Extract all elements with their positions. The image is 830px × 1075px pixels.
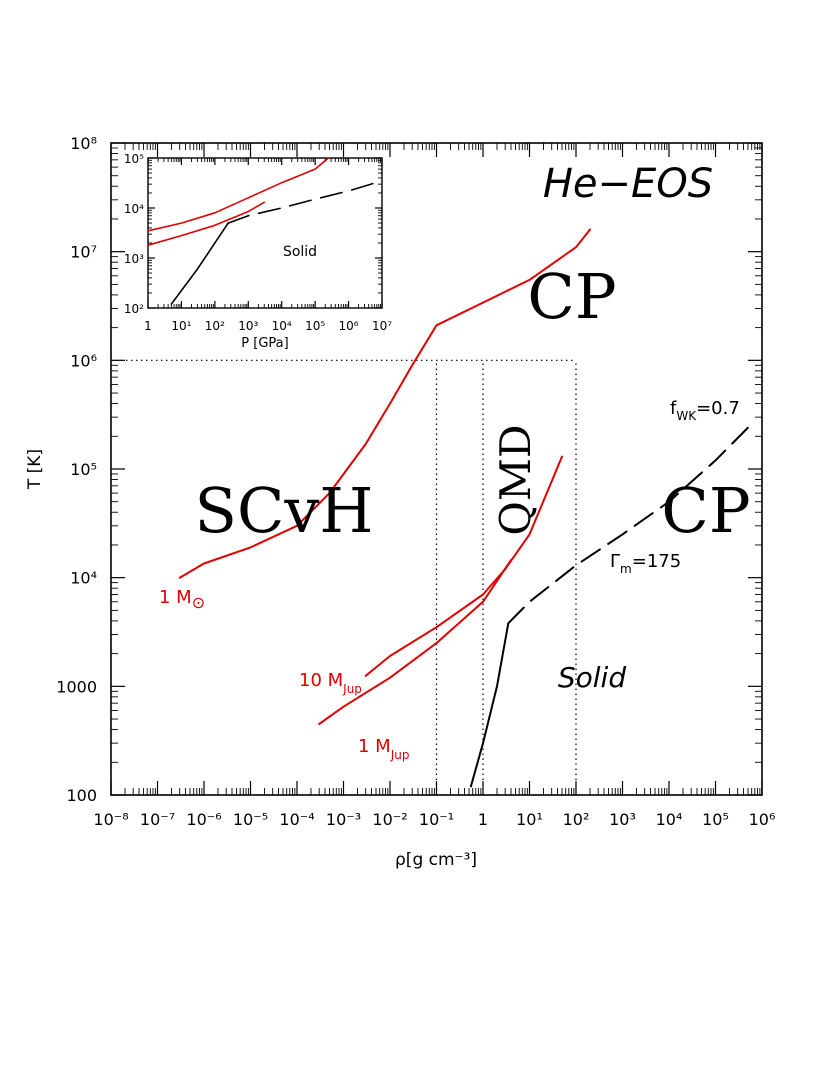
series-inset-red-lower — [147, 201, 265, 246]
series-inset-red-upper — [147, 157, 330, 232]
y-tick-label: 10⁸ — [70, 134, 97, 153]
inset-series — [147, 157, 383, 305]
x-axis-title: ρ[g cm⁻³] — [395, 850, 477, 870]
inset-ticks — [147, 157, 383, 309]
x-tick-label: 10⁻¹ — [419, 810, 454, 829]
inset-plot: 1 10¹ 10² 10³ 10⁴ 10⁵ 10⁶ 10⁷ 10² 10³ 10⁴ 10⁵ P [GP… — [124, 152, 392, 351]
inset-y-tick-label: 10² — [124, 302, 144, 316]
gamma-annotation: Γm=175 — [610, 551, 681, 576]
series-inset-black-solid — [170, 222, 229, 305]
inset-y-tick-label: 10⁴ — [124, 202, 144, 216]
x-tick-label: 10⁻⁸ — [93, 810, 128, 829]
y-tick-label: 10⁶ — [70, 351, 97, 370]
series-1-m- — [178, 228, 591, 579]
inset-solid-label: Solid — [283, 244, 317, 260]
x-tick-label: 10⁵ — [702, 810, 729, 829]
x-tick-label: 10¹ — [516, 810, 543, 829]
label-1-msun: 1 M⊙ — [159, 587, 205, 612]
region-label-scvh: SCvH — [194, 474, 373, 547]
main-ticks — [110, 142, 763, 796]
x-tick-label: 10⁻² — [372, 810, 407, 829]
inset-x-tick-label: 10² — [205, 319, 225, 333]
x-tick-label: 10⁻⁵ — [233, 810, 268, 829]
chart-title: He−EOS — [543, 161, 713, 207]
series-melting-ext — [507, 422, 753, 625]
inset-x-tick-label: 1 — [144, 319, 152, 333]
inset-x-tick-label: 10⁶ — [339, 319, 359, 333]
inset-x-tick-label: 10¹ — [171, 319, 191, 333]
main-series — [178, 228, 753, 788]
inset-y-tick-label: 10⁵ — [124, 152, 144, 166]
series-10-m-jup — [364, 455, 563, 677]
y-tick-label: 10⁷ — [70, 243, 97, 262]
series-melting — [469, 622, 510, 788]
inset-frame — [147, 157, 383, 309]
x-tick-label: 10⁻⁶ — [186, 810, 221, 829]
x-tick-label: 10⁶ — [749, 810, 776, 829]
label-1-mjup: 1 MJup — [358, 736, 409, 762]
region-label-cp-upper: CP — [527, 260, 616, 333]
label-10-mjup: 10 MJup — [299, 670, 362, 696]
y-tick-label: 10⁵ — [70, 460, 97, 479]
inset-x-tick-label: 10⁵ — [305, 319, 325, 333]
inset-x-tick-label: 10⁴ — [272, 319, 292, 333]
inset-x-tick-label: 10⁷ — [372, 319, 392, 333]
fwk-annotation: fWK=0.7 — [670, 398, 740, 423]
inset-tick-labels: 1 10¹ 10² 10³ 10⁴ 10⁵ 10⁶ 10⁷ 10² 10³ 10⁴ 10⁵ — [124, 152, 392, 333]
x-tick-label: 10² — [563, 810, 590, 829]
inset-x-tick-label: 10³ — [238, 319, 258, 333]
x-tick-label: 10³ — [609, 810, 636, 829]
inset-y-tick-label: 10³ — [124, 252, 144, 266]
y-tick-label: 100 — [66, 786, 97, 805]
y-tick-label: 1000 — [56, 677, 97, 696]
inset-x-axis-title: P [GPa] — [241, 336, 288, 351]
y-axis-title: T [K] — [25, 449, 45, 490]
series-1-m-jup — [318, 559, 512, 725]
main-tick-labels: 10⁻⁸ 10⁻⁷ 10⁻⁶ 10⁻⁵ 10⁻⁴ 10⁻³ 10⁻² 10⁻¹ 1 10¹ 10² 1… — [56, 134, 775, 829]
x-tick-label: 10⁻⁷ — [140, 810, 175, 829]
x-tick-label: 10⁻⁴ — [279, 810, 314, 829]
region-label-solid: Solid — [558, 661, 626, 694]
x-tick-label: 10⁴ — [656, 810, 683, 829]
series-inset-black-dashed — [227, 180, 383, 224]
region-label-cp-right: CP — [661, 474, 750, 547]
y-tick-label: 10⁴ — [70, 569, 97, 588]
x-tick-label: 1 — [478, 810, 488, 829]
region-label-qmd: QMD — [491, 424, 540, 535]
x-tick-label: 10⁻³ — [326, 810, 361, 829]
